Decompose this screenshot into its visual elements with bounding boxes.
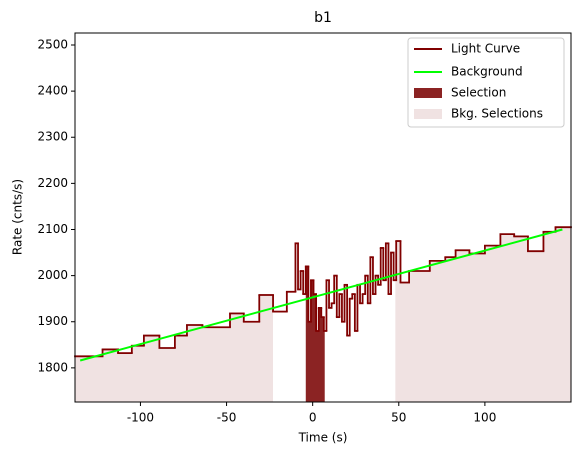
legend-swatch — [414, 109, 442, 119]
x-tick-label: 100 — [473, 411, 496, 425]
y-tick-label: 2300 — [37, 130, 68, 144]
y-axis-label: Rate (cnts/s) — [11, 179, 25, 255]
chart-title: b1 — [314, 10, 332, 26]
axes-frame — [74, 32, 572, 403]
legend-label: Bkg. Selections — [451, 107, 543, 121]
y-tick-label: 2100 — [37, 222, 68, 236]
y-tick-label: 2000 — [37, 268, 68, 282]
background-line — [79, 228, 563, 362]
region-fill — [305, 266, 325, 402]
x-tick-label: -100 — [127, 411, 154, 425]
y-tick-label: 2200 — [37, 176, 68, 190]
legend-label: Background — [451, 65, 523, 79]
legend-box — [407, 37, 565, 128]
x-tick-label: 0 — [309, 411, 317, 425]
y-tick-label: 1800 — [37, 360, 68, 374]
y-tick-label: 2500 — [37, 37, 68, 51]
x-axis-label: Time (s) — [298, 431, 348, 445]
y-tick-label: 2400 — [37, 84, 68, 98]
legend-label: Light Curve — [451, 42, 520, 56]
y-tick-label: 1900 — [37, 314, 68, 328]
region-fill — [395, 227, 571, 402]
x-tick-label: 50 — [391, 411, 406, 425]
legend-swatch — [414, 88, 442, 98]
legend-label: Selection — [451, 86, 506, 100]
x-tick-label: -50 — [217, 411, 237, 425]
